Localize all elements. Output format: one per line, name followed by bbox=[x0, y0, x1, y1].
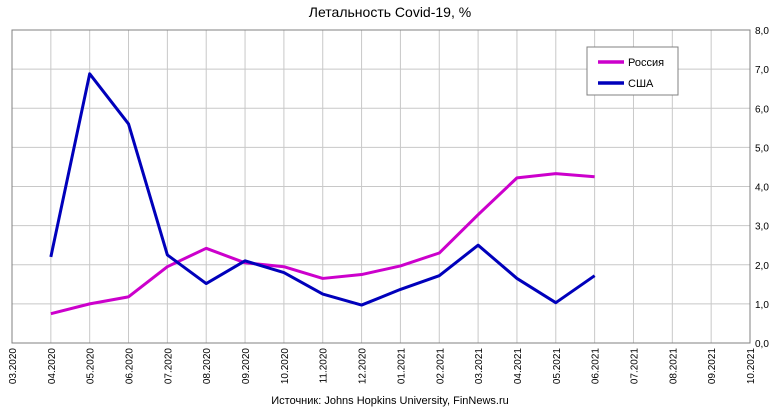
x-tick-label: 02.2021 bbox=[435, 348, 446, 385]
x-tick-label: 03.2020 bbox=[8, 348, 19, 385]
x-tick-label: 03.2021 bbox=[474, 348, 485, 385]
plot-area-border bbox=[11, 29, 751, 344]
x-tick-label: 08.2020 bbox=[202, 348, 213, 385]
y-tick-label: 2,0 bbox=[755, 261, 769, 272]
x-tick-label: 08.2021 bbox=[668, 348, 679, 385]
chart-title: Летальность Covid-19, % bbox=[309, 4, 471, 20]
x-tick-label: 04.2021 bbox=[513, 348, 524, 385]
x-tick-label: 10.2021 bbox=[746, 348, 757, 385]
series-line-usa bbox=[49, 72, 596, 307]
legend-label-usa: США bbox=[628, 78, 654, 90]
y-tick-label: 8,0 bbox=[755, 26, 769, 37]
x-tick-label: 06.2020 bbox=[125, 348, 136, 385]
series-lines bbox=[49, 72, 596, 316]
x-tick-label: 04.2020 bbox=[47, 348, 58, 385]
gridlines bbox=[12, 30, 750, 343]
x-axis-tick-labels: 03.2020 04.2020 05.2020 06.2020 07.2020 08.20… bbox=[8, 348, 757, 385]
x-tick-label: 05.2021 bbox=[552, 348, 563, 385]
legend-label-russia: Россия bbox=[628, 57, 664, 69]
series-line-russia bbox=[50, 172, 595, 316]
legend-box bbox=[586, 46, 679, 96]
x-tick-label: 09.2020 bbox=[241, 348, 252, 385]
legend: Россия США bbox=[586, 46, 679, 96]
y-tick-label: 0,0 bbox=[755, 339, 769, 350]
x-tick-label: 07.2020 bbox=[163, 348, 174, 385]
x-tick-label: 06.2021 bbox=[591, 348, 602, 385]
y-axis-tick-labels: 0,0 1,0 2,0 3,0 4,0 5,0 6,0 7,0 8,0 bbox=[755, 26, 769, 350]
y-tick-label: 6,0 bbox=[755, 104, 769, 115]
x-tick-label: 12.2020 bbox=[358, 348, 369, 385]
y-tick-label: 4,0 bbox=[755, 183, 769, 194]
x-tick-label: 09.2021 bbox=[707, 348, 718, 385]
x-tick-label: 01.2021 bbox=[396, 348, 407, 385]
x-tick-label: 07.2021 bbox=[629, 348, 640, 385]
x-tick-label: 11.2020 bbox=[319, 348, 330, 384]
y-tick-label: 1,0 bbox=[755, 300, 769, 311]
y-tick-label: 7,0 bbox=[755, 65, 769, 76]
y-tick-label: 3,0 bbox=[755, 222, 769, 233]
y-tick-label: 5,0 bbox=[755, 143, 769, 154]
x-tick-label: 10.2020 bbox=[280, 348, 291, 385]
source-note: Источник: Johns Hopkins University, FinN… bbox=[271, 395, 508, 407]
x-tick-label: 05.2020 bbox=[86, 348, 97, 385]
